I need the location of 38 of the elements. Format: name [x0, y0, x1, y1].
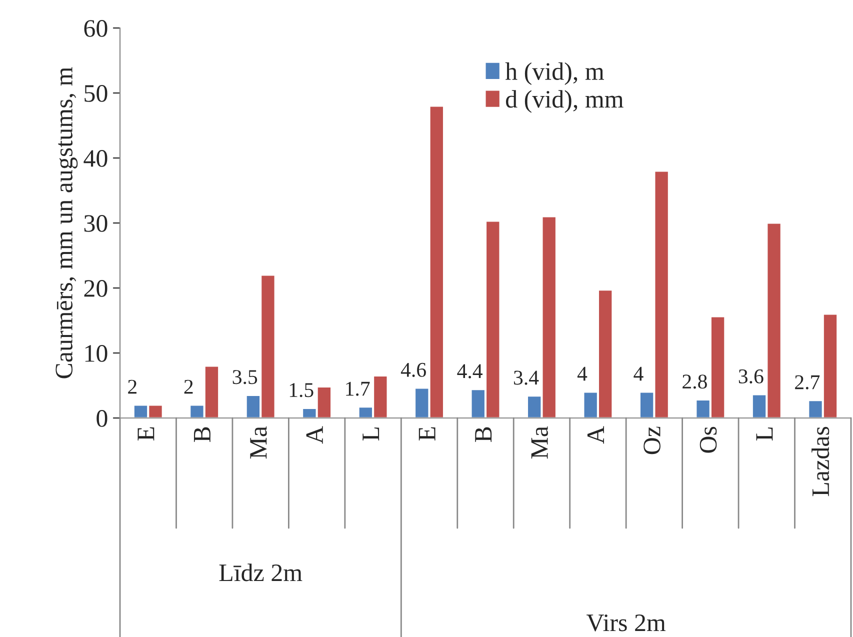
- x-tick-label: Oz: [644, 426, 660, 454]
- data-label: 4.6: [400, 362, 426, 378]
- data-label: 2: [184, 380, 193, 394]
- y-tick-label: 0: [96, 410, 108, 427]
- data-label: 2: [128, 380, 136, 394]
- text: Virs 2m: [586, 614, 666, 632]
- x-tick-label: Ma: [250, 426, 267, 459]
- y-tick-label: 60: [84, 20, 108, 37]
- data-label: 3.4: [514, 370, 539, 385]
- data-label: 2.7: [795, 375, 820, 390]
- x-tick-label: Os: [700, 426, 717, 453]
- data-label: 1.5: [290, 383, 314, 398]
- x-tick-label: E: [418, 427, 436, 441]
- x-tick-label: Lazdas: [812, 426, 830, 496]
- x-tick-label: A: [587, 426, 604, 444]
- y-axis-title: Caurmērs, mm un augstums, m: [56, 67, 78, 378]
- text: Līdz 2m: [219, 564, 302, 582]
- data-label: 3.6: [738, 369, 764, 384]
- y-tick-label: 50: [84, 85, 108, 102]
- x-tick-label: E: [138, 427, 154, 441]
- y-tick-label: 10: [85, 345, 108, 362]
- y-tick-label: 40: [84, 150, 108, 167]
- x-tick-label: L: [756, 428, 773, 441]
- legend-label: d (vid), mm: [506, 90, 624, 113]
- data-label: 1.7: [346, 382, 370, 396]
- y-tick-label: 20: [84, 280, 108, 297]
- x-tick-label: L: [362, 428, 380, 441]
- data-label: 4.4: [457, 364, 482, 378]
- x-tick-label: Ma: [531, 426, 548, 459]
- x-tick-label: A: [306, 426, 323, 444]
- data-label: 2.8: [682, 374, 707, 389]
- data-label: 4: [634, 366, 644, 381]
- data-label: 4: [577, 366, 588, 381]
- x-tick-label: B: [194, 427, 210, 442]
- y-tick-label: 30: [84, 215, 108, 232]
- data-label: 3.5: [232, 370, 258, 384]
- x-tick-label: B: [475, 427, 492, 442]
- legend-label: h (vid), m: [505, 62, 604, 86]
